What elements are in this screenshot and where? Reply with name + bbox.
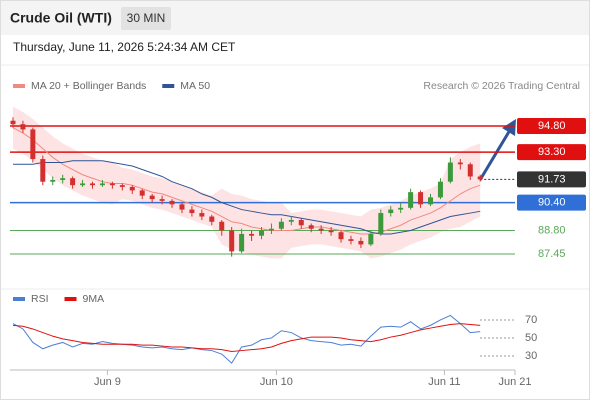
candle-body [30, 129, 36, 160]
legend-swatch [64, 297, 77, 301]
candle-body [99, 183, 105, 186]
x-tick-label: Jun 21 [498, 376, 531, 388]
candle-body [219, 221, 225, 231]
bollinger-band [12, 106, 481, 259]
candle-body [80, 183, 86, 186]
candle-body [239, 233, 245, 252]
candle-body [398, 207, 404, 210]
candle-body [338, 232, 344, 240]
credit: Research © 2026 Trading Central [423, 80, 580, 92]
candle-body [209, 216, 215, 222]
level-label: 87.45 [538, 248, 566, 260]
candle-body [378, 213, 384, 234]
candle-body [119, 185, 125, 187]
level-label: 93.30 [538, 146, 566, 158]
y-tick-label: 30 [525, 350, 537, 362]
level-label-box [517, 194, 586, 211]
candle-body [368, 233, 374, 245]
candle-body [418, 192, 424, 205]
legend-swatch [162, 84, 175, 88]
candle-body [229, 230, 235, 252]
candle-body [189, 209, 195, 214]
candle-body [249, 233, 255, 236]
ma-line [12, 160, 481, 235]
candle-body [408, 192, 414, 208]
ma-line [12, 127, 481, 235]
x-tick-label: Jun 9 [94, 376, 121, 388]
x-tick-label: Jun 11 [428, 376, 460, 388]
candle-body [159, 199, 165, 201]
header-bar [1, 1, 589, 35]
title: Crude Oil (WTI) [10, 10, 112, 26]
candle-body [268, 228, 274, 231]
candle-body [447, 162, 453, 182]
candle-body [298, 220, 304, 226]
legend-label: MA 50 [180, 80, 210, 92]
level-label-box [517, 144, 586, 161]
candle-body [179, 204, 185, 210]
level-label: 88.80 [538, 224, 566, 236]
interval-box [121, 7, 171, 30]
legend-swatch [13, 297, 25, 301]
datetime: Thursday, June 11, 2026 5:24:34 AM CET [13, 40, 236, 54]
level-label: 94.80 [538, 120, 566, 132]
candle-body [428, 197, 434, 205]
level-label: 90.40 [538, 197, 566, 209]
series-line [12, 314, 481, 364]
candle-body [139, 190, 145, 196]
candle-body [169, 200, 175, 205]
candle-body [358, 240, 364, 245]
candle-body [40, 159, 46, 182]
level-label-box [517, 117, 586, 134]
candle-body [10, 120, 16, 125]
candle-body [328, 230, 334, 233]
candle-body [437, 181, 443, 198]
candle-body [457, 162, 463, 165]
candle-body [90, 183, 96, 186]
candle-body [20, 124, 26, 130]
x-tick-label: Jun 10 [260, 376, 293, 388]
forecast-arrow [478, 129, 512, 181]
candle-body [278, 221, 284, 229]
candle-body [388, 209, 394, 214]
level-label-box [517, 171, 586, 188]
level-label: 91.73 [538, 173, 566, 185]
candle-body [109, 183, 115, 186]
candle-body [199, 213, 205, 217]
candle-body [348, 239, 354, 241]
legend-label: 9MA [83, 293, 105, 305]
candle-body [70, 178, 76, 186]
candle-body [308, 225, 314, 229]
candle-body [318, 228, 324, 231]
candle-body [149, 195, 155, 200]
legend-label: MA 20 + Bollinger Bands [31, 80, 146, 92]
candle-body [467, 164, 473, 177]
candle-body [129, 186, 135, 191]
arrow-head [502, 119, 516, 136]
candle-body [259, 230, 265, 236]
legend-label: RSI [31, 293, 49, 305]
y-tick-label: 50 [525, 332, 537, 344]
candle-body [50, 179, 56, 182]
interval: 30 MIN [127, 11, 166, 25]
series-line [12, 323, 481, 352]
candle-body [60, 178, 66, 180]
legend-swatch [13, 84, 25, 88]
y-tick-label: 70 [525, 314, 537, 326]
candle-body [288, 220, 294, 222]
candle-body [477, 176, 483, 180]
